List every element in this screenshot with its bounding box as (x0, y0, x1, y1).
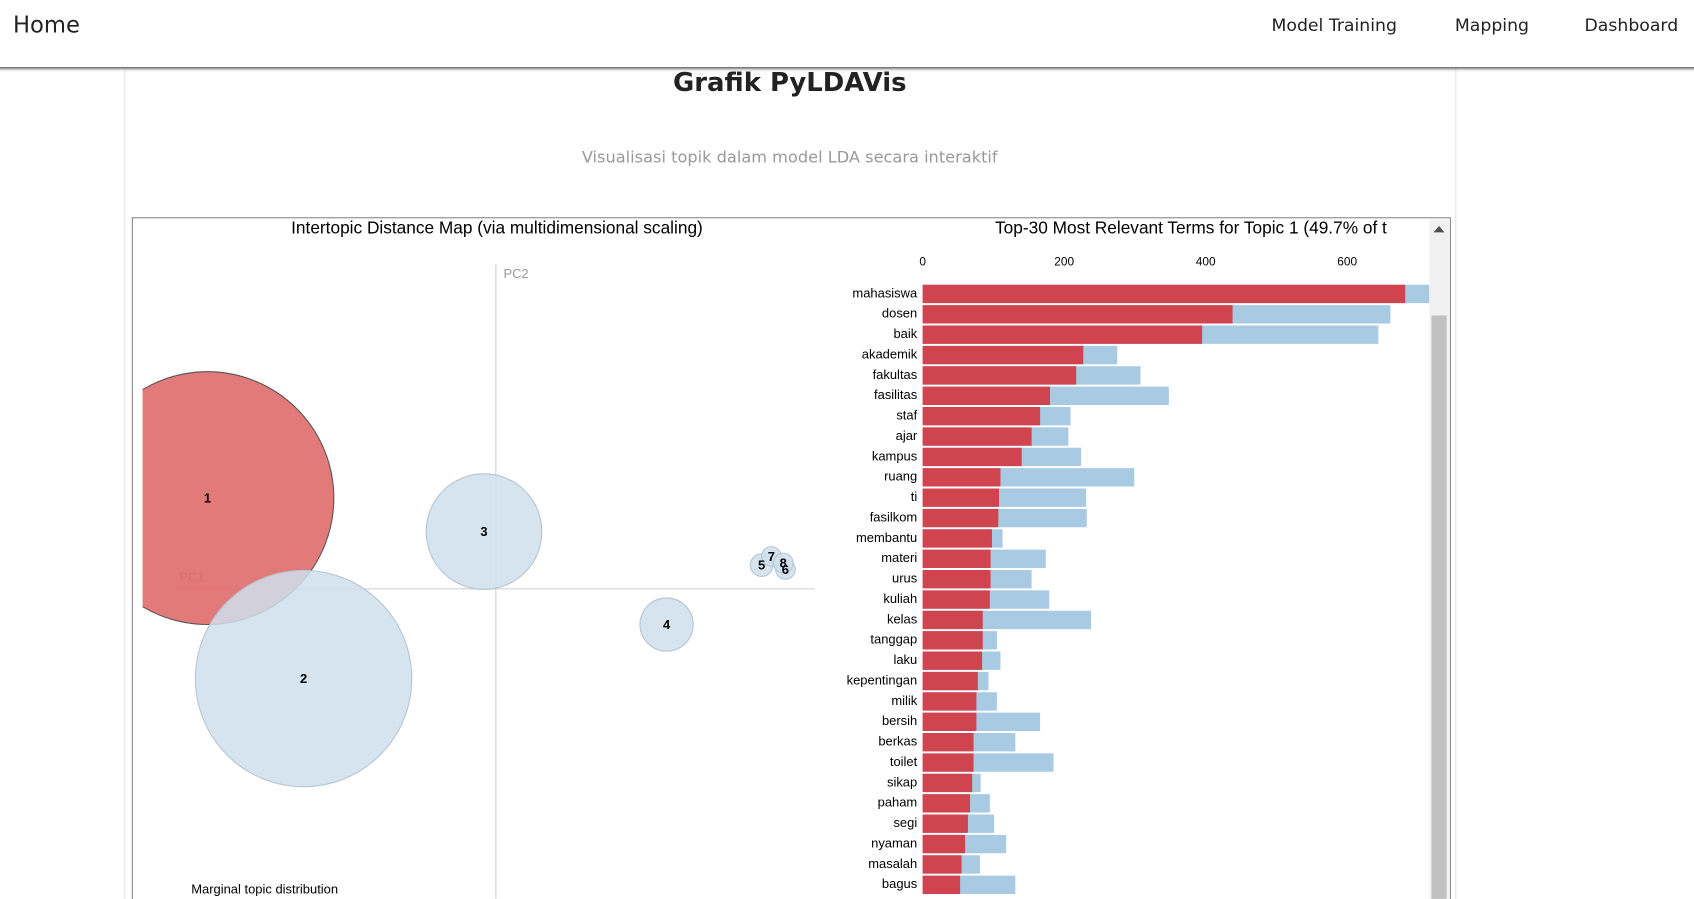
term-label: baik (893, 326, 917, 341)
topic-term-bar (922, 794, 971, 813)
term-label: membantu (856, 530, 917, 545)
topic-term-bar (922, 406, 1041, 426)
term-label: kepentingan (847, 672, 918, 687)
term-label: dosen (882, 306, 917, 321)
term-label: bagus (882, 876, 918, 891)
topic-label: 3 (480, 524, 487, 539)
topic-term-bar (922, 773, 973, 793)
chart-title: Top-30 Most Relevant Terms for Topic 1 (… (995, 218, 1387, 238)
topic-bubble (425, 473, 543, 590)
x-tick-label: 400 (1196, 255, 1216, 269)
chart-frame (131, 217, 1451, 899)
topic-bubble (142, 371, 335, 626)
intertopic-map: Intertopic Distance Map (via multidimens… (142, 218, 815, 899)
scrollbar-thumb[interactable] (1431, 315, 1447, 899)
topic-bubble (639, 597, 694, 652)
term-label: kampus (872, 448, 918, 463)
topic-term-bar (922, 692, 977, 711)
term-label: materi (881, 550, 917, 565)
topic-label: 7 (768, 549, 775, 564)
term-label: kelas (887, 611, 918, 626)
page-title: Grafik PyLDAVis (673, 68, 907, 98)
topic-term-bar (922, 305, 1233, 324)
term-label: toilet (890, 754, 918, 769)
topic-term-bar (922, 447, 1022, 467)
axis-label: PC2 (503, 266, 528, 281)
topic-term-bar (922, 814, 968, 833)
term-label: fakultas (873, 367, 918, 382)
topic-label: 6 (782, 562, 789, 577)
nav-link[interactable]: Dashboard (1585, 16, 1679, 36)
x-tick-label: 0 (919, 255, 926, 269)
term-label: ruang (884, 469, 917, 484)
navbar (0, 0, 1694, 68)
topic-term-bar (922, 610, 983, 630)
topic-term-bar (922, 671, 978, 691)
topic-bubble (194, 569, 413, 788)
chart-title: Intertopic Distance Map (via multidimens… (291, 218, 703, 238)
term-label: fasilitas (874, 387, 918, 402)
topic-term-bar (922, 325, 1203, 344)
topic-label: 5 (758, 558, 765, 573)
topic-term-bar (922, 427, 1032, 446)
nav-brand[interactable]: Home (13, 13, 80, 39)
topic-term-bar (922, 508, 999, 528)
scroll-up-arrow[interactable] (1433, 225, 1445, 233)
nav-link[interactable]: Mapping (1455, 16, 1529, 36)
x-tick-label: 200 (1054, 255, 1074, 269)
topic-label: 8 (780, 555, 787, 570)
term-label: segi (893, 815, 917, 830)
bubbles: 1 2 3 4 5 67 8 (142, 371, 796, 788)
term-label: nyaman (871, 835, 917, 850)
topic-term-bar (922, 631, 983, 650)
topic-term-bar (922, 366, 1077, 385)
term-label: kuliah (883, 591, 917, 606)
term-label: paham (878, 795, 918, 810)
topic-term-bar (922, 733, 974, 752)
topic-term-bar (922, 570, 991, 589)
topic-term-bar (922, 345, 1084, 365)
topic-label: 2 (300, 671, 307, 686)
topic-term-bar (922, 712, 977, 731)
term-label: urus (892, 571, 918, 586)
topic-bubble (772, 552, 794, 574)
topic-term-bar (922, 488, 1000, 507)
term-label: laku (893, 652, 917, 667)
topic-term-bar (922, 651, 983, 670)
term-label: fasilkom (870, 509, 918, 524)
topic-term-bar (922, 529, 992, 548)
topic-term-bar (922, 549, 991, 568)
x-tick-label: 600 (1337, 255, 1357, 269)
size-legend-title: Marginal topic distribution (191, 882, 338, 897)
page-subtitle: Visualisasi topik dalam model LDA secara… (582, 147, 998, 166)
topic-term-bar (922, 386, 1051, 405)
term-label: ti (911, 489, 917, 504)
term-label: akademik (862, 346, 918, 361)
term-label: masalah (868, 856, 917, 871)
term-label: bersih (882, 713, 917, 728)
term-label: ajar (896, 428, 918, 443)
topic-term-bar (922, 284, 1406, 304)
topic-term-bar (922, 468, 1001, 487)
topic-term-bar (922, 834, 966, 854)
topic-term-bar (922, 753, 974, 772)
relevant-terms: Top-30 Most Relevant Terms for Topic 1 (… (847, 218, 1430, 895)
topic-term-bar (922, 590, 990, 609)
nav-link[interactable]: Model Training (1272, 16, 1397, 36)
navbar-shadow (0, 67, 1694, 73)
topic-label: 1 (204, 491, 211, 506)
term-label: sikap (887, 774, 917, 789)
term-label: milik (891, 693, 917, 708)
term-label: tanggap (870, 632, 917, 647)
topic-label: 4 (663, 617, 671, 632)
bars (922, 284, 1430, 895)
term-label: mahasiswa (852, 285, 918, 300)
topic-term-bar (922, 875, 961, 895)
term-label: berkas (878, 734, 917, 749)
term-label: staf (896, 408, 917, 423)
topic-term-bar (922, 855, 962, 874)
